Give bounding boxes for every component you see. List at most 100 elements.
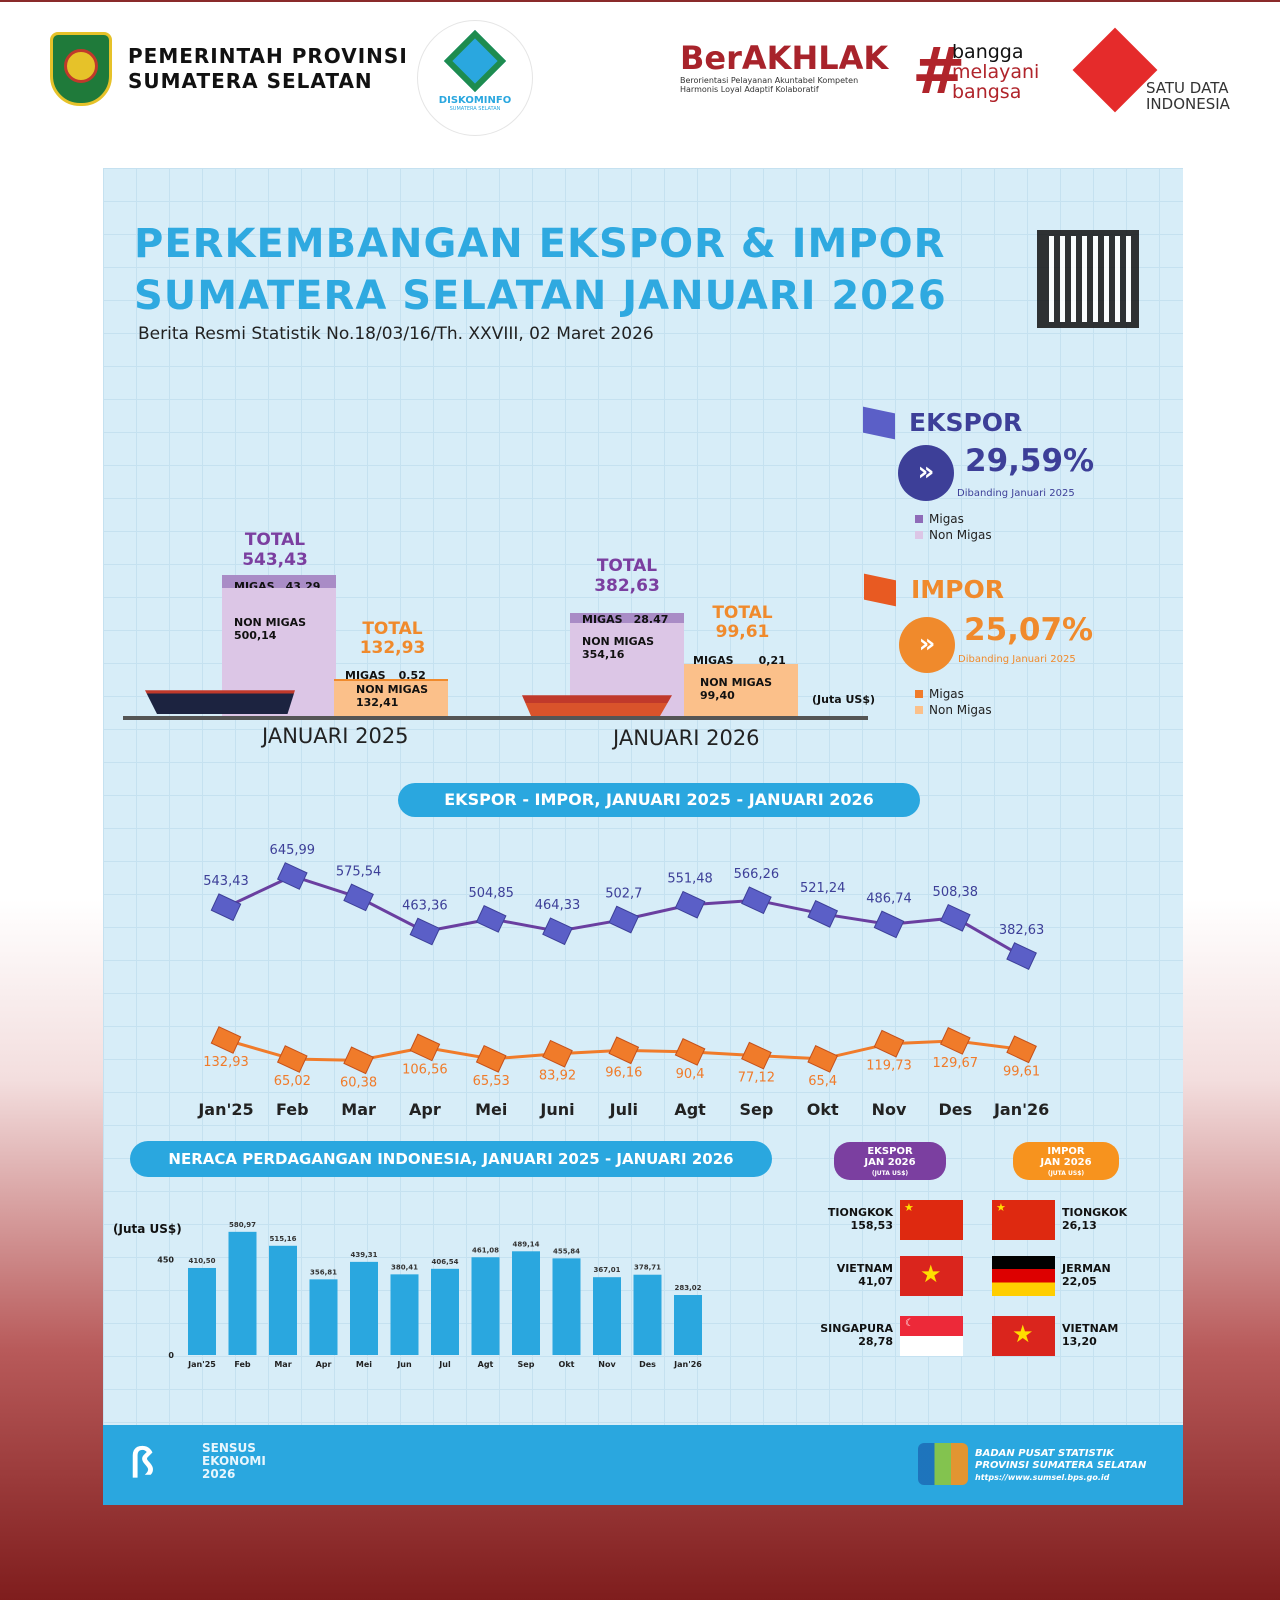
sensus-ekonomi-logo: ꟗ xyxy=(130,1441,155,1487)
impor-change: 25,07% xyxy=(964,612,1094,648)
data-point-container xyxy=(276,862,308,890)
bar-x-label: Mei xyxy=(356,1360,372,1369)
berakhlak-text: BerAKHLAK xyxy=(680,39,889,77)
diskominfo-logo: DISKOMINFO SUMATERA SELATAN xyxy=(417,20,533,136)
x-tick-label: Nov xyxy=(872,1100,907,1119)
ekspor-partner: SINGAPURA 28,78 xyxy=(820,1322,893,1348)
data-label: 575,54 xyxy=(336,864,382,879)
impor-partners-badge: IMPOR JAN 2026 (JUTA US$) xyxy=(1013,1142,1119,1180)
data-label: 65,53 xyxy=(473,1074,510,1089)
bps-line1: BADAN PUSAT STATISTIK xyxy=(975,1448,1115,1459)
province-emblem xyxy=(50,32,112,106)
data-label: 60,38 xyxy=(340,1075,377,1090)
legend-label: Migas xyxy=(929,512,964,526)
impor-total-label-2026: TOTAL xyxy=(712,603,773,623)
data-point-container xyxy=(409,1033,441,1062)
data-label: 65,4 xyxy=(808,1074,837,1089)
data-label: 90,4 xyxy=(676,1067,705,1082)
bar-value-label: 378,71 xyxy=(634,1264,661,1272)
nonmigas-label: NON MIGAS xyxy=(582,635,655,648)
bar-x-label: Agt xyxy=(478,1360,494,1369)
impor-down-icon: » xyxy=(899,617,955,673)
data-label: 96,16 xyxy=(605,1065,642,1080)
nonmigas-label: NON MIGAS xyxy=(700,676,773,689)
ekspor-total-label-2026: TOTAL xyxy=(596,556,658,576)
legend-label: Non Migas xyxy=(929,528,992,542)
impor-total-2025: 132,93 xyxy=(359,638,426,658)
data-point-container xyxy=(210,893,242,922)
data-point-container xyxy=(807,1045,839,1073)
data-label: 106,56 xyxy=(402,1062,448,1077)
country-value: 26,13 xyxy=(1062,1219,1097,1232)
data-label: 65,02 xyxy=(274,1074,311,1089)
bar-x-label: Jan'25 xyxy=(187,1360,216,1369)
bar-x-label: Jun xyxy=(396,1360,412,1369)
data-point-container xyxy=(741,1041,772,1070)
bar-x-label: Apr xyxy=(316,1360,332,1369)
container-ship-icon xyxy=(145,690,295,714)
x-tick-label: Mar xyxy=(341,1100,376,1119)
x-tick-label: Jan'25 xyxy=(197,1100,253,1119)
ground-line xyxy=(123,716,868,720)
impor-nonmigas-2025: 132,41 xyxy=(356,696,399,709)
ekspor-down-icon: » xyxy=(898,445,954,501)
ekspor-partner: TIONGKOK 158,53 xyxy=(828,1206,893,1232)
ekspor-migas-bar-2026: MIGAS 28,47 xyxy=(570,613,684,626)
impor-total-2026: 99,61 xyxy=(715,622,770,642)
ekspor-nonmigas-2026: 354,16 xyxy=(582,648,625,661)
bar xyxy=(350,1261,378,1355)
x-tick-label: Juni xyxy=(539,1100,574,1119)
data-label: 521,24 xyxy=(800,881,846,896)
germany-flag-icon xyxy=(992,1256,1055,1296)
data-point-container xyxy=(939,903,971,932)
data-label: 129,67 xyxy=(933,1056,979,1071)
data-label: 543,43 xyxy=(203,874,249,889)
migas-label: MIGAS xyxy=(693,654,734,667)
x-tick-label: Sep xyxy=(739,1100,773,1119)
legend-label: Non Migas xyxy=(929,703,992,717)
cargo-ship-icon xyxy=(522,695,672,716)
bar-value-label: 406,54 xyxy=(431,1258,458,1266)
data-label: 504,85 xyxy=(468,886,514,901)
data-label: 99,61 xyxy=(1003,1064,1040,1079)
y-tick-label: 450 xyxy=(157,1256,174,1265)
bar xyxy=(309,1279,338,1355)
legend-impor-nonmigas: Non Migas xyxy=(915,702,992,718)
country-value: 41,07 xyxy=(858,1275,893,1288)
data-point-container xyxy=(873,910,905,939)
nonmigas-label: NON MIGAS xyxy=(234,616,307,629)
sensus-line1: SENSUS xyxy=(202,1441,256,1455)
migas-label: MIGAS xyxy=(345,669,386,682)
impor-bar-2026: NON MIGAS 99,40 xyxy=(684,664,798,716)
data-label: 508,38 xyxy=(933,885,979,900)
data-label: 645,99 xyxy=(270,843,316,858)
x-tick-label: Juli xyxy=(609,1100,638,1119)
data-point-container xyxy=(475,905,507,933)
bps-line2: PROVINSI SUMATERA SELATAN xyxy=(975,1460,1147,1471)
bar xyxy=(593,1277,621,1355)
period-label-2025: JANUARI 2025 xyxy=(262,724,409,748)
data-point-container xyxy=(542,1039,573,1068)
bar xyxy=(228,1231,257,1355)
hash-icon: # xyxy=(912,35,966,109)
ekspor-note: Dibanding Januari 2025 xyxy=(957,488,1075,499)
data-label: 463,36 xyxy=(402,899,448,914)
data-point-container xyxy=(807,900,839,928)
melayani-word: melayani xyxy=(952,61,1040,83)
data-point-container xyxy=(409,917,441,946)
ekspor-total-2026: 382,63 xyxy=(594,576,660,596)
country-name: TIONGKOK xyxy=(1062,1206,1128,1219)
ekspor-change: 29,59% xyxy=(965,443,1095,479)
data-point-container xyxy=(276,1045,308,1073)
gov-line2: SUMATERA SELATAN xyxy=(128,69,373,93)
gov-line1: PEMERINTAH PROVINSI xyxy=(128,44,408,68)
bar-x-label: Nov xyxy=(598,1360,616,1369)
country-value: 22,05 xyxy=(1062,1275,1097,1288)
bangga-word: bangga xyxy=(952,41,1024,63)
x-tick-label: Des xyxy=(938,1100,972,1119)
badge-line1: EKSPOR xyxy=(867,1146,913,1157)
bps-url: https://www.sumsel.bps.go.id xyxy=(975,1473,1110,1482)
bangsa-word: bangsa xyxy=(952,81,1022,103)
data-point-container xyxy=(608,905,640,934)
ekspor-migas-2026: 28,47 xyxy=(633,613,669,626)
